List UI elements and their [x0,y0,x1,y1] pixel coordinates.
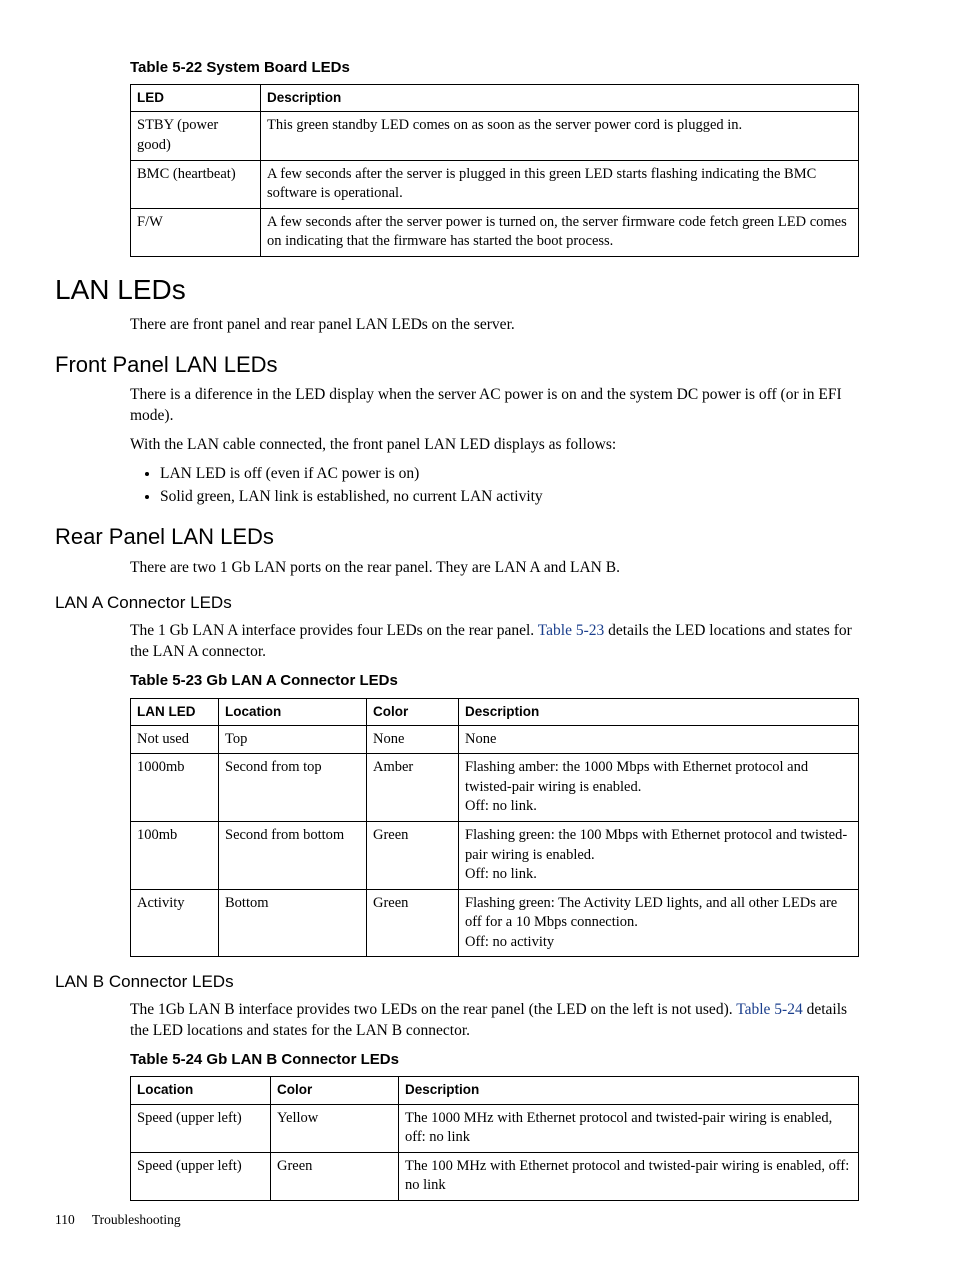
cell-color: Green [367,821,459,889]
para-front-2: With the LAN cable connected, the front … [130,435,859,456]
para-lan-b: The 1Gb LAN B interface provides two LED… [130,1000,859,1042]
text-lan-b-p1: The 1Gb LAN B interface provides two LED… [130,1001,733,1018]
text-lan-a-pre: The 1 Gb LAN A interface provides four L… [130,622,538,639]
desc-line: Off: no link. [465,865,852,885]
table-header-row: LAN LED Location Color Description [131,698,859,725]
cell-location: Second from bottom [219,821,367,889]
page-footer: 110 Troubleshooting [55,1211,181,1229]
table-row: F/W A few seconds after the server power… [131,208,859,256]
para-front-1: There is a diference in the LED display … [130,385,859,427]
cell-color: Amber [367,754,459,822]
col-color: Color [367,698,459,725]
cell-led: STBY (power good) [131,112,261,160]
front-bullet-list: LAN LED is off (even if AC power is on) … [130,464,859,508]
para-lan-intro: There are front panel and rear panel LAN… [130,315,859,336]
table-5-22: LED Description STBY (power good) This g… [130,84,859,257]
col-description: Description [261,85,859,112]
heading-front-panel: Front Panel LAN LEDs [55,350,859,380]
cell-location: Speed (upper left) [131,1104,271,1152]
cell-led: BMC (heartbeat) [131,160,261,208]
page-number: 110 [55,1212,75,1227]
cell-desc: This green standby LED comes on as soon … [261,112,859,160]
cell-color: None [367,725,459,754]
cell-desc: The 100 MHz with Ethernet protocol and t… [399,1152,859,1200]
table-header-row: LED Description [131,85,859,112]
cell-location: Top [219,725,367,754]
desc-line: Off: no link. [465,797,852,817]
table-caption-5-22: Table 5-22 System Board LEDs [130,58,859,78]
cell-desc: A few seconds after the server power is … [261,208,859,256]
cell-color: Green [367,889,459,957]
desc-line: Flashing green: the 100 Mbps with Ethern… [465,826,852,865]
col-lan-led: LAN LED [131,698,219,725]
table-row: Not used Top None None [131,725,859,754]
para-lan-a: The 1 Gb LAN A interface provides four L… [130,621,859,663]
cell-led: F/W [131,208,261,256]
table-row: 100mb Second from bottom Green Flashing … [131,821,859,889]
table-5-24: Location Color Description Speed (upper … [130,1076,859,1200]
table-row: BMC (heartbeat) A few seconds after the … [131,160,859,208]
table-row: Speed (upper left) Yellow The 1000 MHz w… [131,1104,859,1152]
table-row: STBY (power good) This green standby LED… [131,112,859,160]
cell-color: Green [271,1152,399,1200]
heading-rear-panel: Rear Panel LAN LEDs [55,522,859,552]
cell-desc: None [459,725,859,754]
xref-table-5-23[interactable]: Table 5-23 [538,622,605,639]
cell-desc: Flashing amber: the 1000 Mbps with Ether… [459,754,859,822]
cell-lan-led: 1000mb [131,754,219,822]
heading-lan-b: LAN B Connector LEDs [55,971,859,994]
list-item: LAN LED is off (even if AC power is on) [160,464,859,485]
heading-lan-a: LAN A Connector LEDs [55,592,859,615]
table-row: 1000mb Second from top Amber Flashing am… [131,754,859,822]
cell-desc: Flashing green: The Activity LED lights,… [459,889,859,957]
col-description: Description [399,1077,859,1104]
cell-desc: A few seconds after the server is plugge… [261,160,859,208]
table-row: Speed (upper left) Green The 100 MHz wit… [131,1152,859,1200]
col-location: Location [219,698,367,725]
col-color: Color [271,1077,399,1104]
cell-desc: The 1000 MHz with Ethernet protocol and … [399,1104,859,1152]
cell-location: Speed (upper left) [131,1152,271,1200]
table-caption-5-23: Table 5-23 Gb LAN A Connector LEDs [130,671,859,691]
table-row: Activity Bottom Green Flashing green: Th… [131,889,859,957]
table-header-row: Location Color Description [131,1077,859,1104]
table-5-23: LAN LED Location Color Description Not u… [130,698,859,958]
desc-line: Flashing green: The Activity LED lights,… [465,894,852,933]
col-led: LED [131,85,261,112]
cell-color: Yellow [271,1104,399,1152]
col-description: Description [459,698,859,725]
cell-location: Second from top [219,754,367,822]
desc-line: Flashing amber: the 1000 Mbps with Ether… [465,758,852,797]
xref-table-5-24[interactable]: Table 5-24 [736,1001,803,1018]
page-content: Table 5-22 System Board LEDs LED Descrip… [0,0,954,1201]
list-item: Solid green, LAN link is established, no… [160,487,859,508]
table-caption-5-24: Table 5-24 Gb LAN B Connector LEDs [130,1050,859,1070]
heading-lan-leds: LAN LEDs [55,271,859,309]
para-rear-1: There are two 1 Gb LAN ports on the rear… [130,558,859,579]
chapter-title: Troubleshooting [92,1212,181,1227]
cell-lan-led: 100mb [131,821,219,889]
cell-desc: Flashing green: the 100 Mbps with Ethern… [459,821,859,889]
col-location: Location [131,1077,271,1104]
cell-lan-led: Not used [131,725,219,754]
cell-location: Bottom [219,889,367,957]
cell-lan-led: Activity [131,889,219,957]
desc-line: Off: no activity [465,933,852,953]
